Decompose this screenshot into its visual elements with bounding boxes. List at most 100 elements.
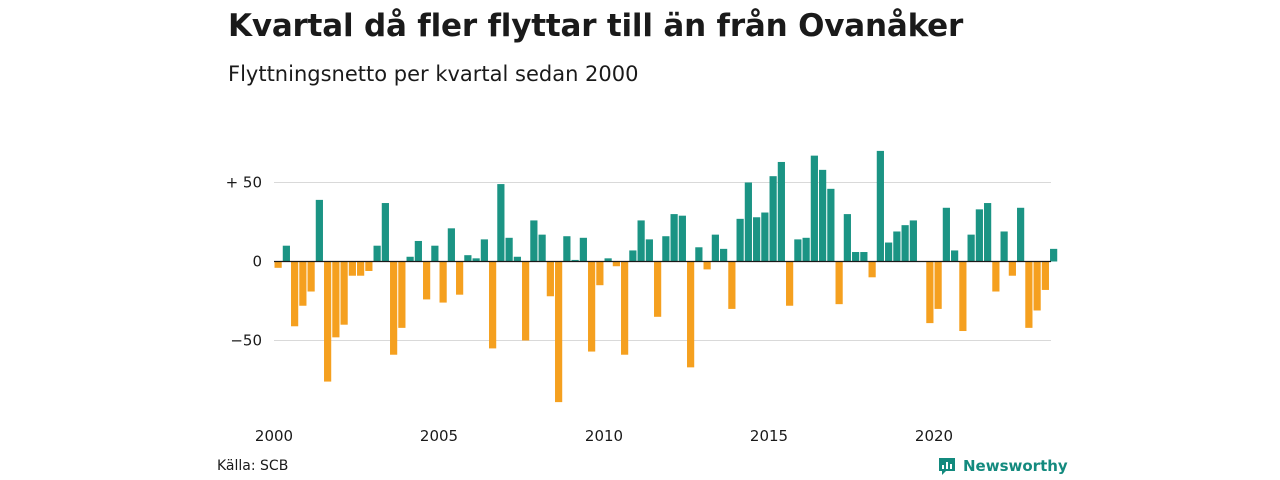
bar xyxy=(472,258,480,262)
bar xyxy=(810,155,818,262)
bar xyxy=(282,245,290,262)
bar xyxy=(1041,261,1049,290)
x-tick-label: 2000 xyxy=(255,427,293,445)
bar xyxy=(439,261,447,303)
bar xyxy=(753,217,761,262)
bar xyxy=(373,245,381,262)
bar xyxy=(728,261,736,309)
x-tick-labels: 2000 2005 2010 2015 2020 xyxy=(255,427,953,445)
bar xyxy=(513,256,521,262)
bar xyxy=(480,239,488,262)
gridlines xyxy=(274,182,1051,341)
bar xyxy=(357,261,365,276)
bar xyxy=(860,252,868,262)
bar xyxy=(827,188,835,262)
bar xyxy=(786,261,794,306)
bar xyxy=(843,214,851,262)
bar xyxy=(975,209,983,262)
bar xyxy=(868,261,876,278)
chart-title: Kvartal då fler flyttar till än från Ova… xyxy=(228,8,964,44)
bar xyxy=(571,259,579,262)
bar xyxy=(464,255,472,262)
bar xyxy=(324,261,332,382)
brand-name: Newsworthy xyxy=(963,457,1068,475)
bar xyxy=(901,225,909,262)
bar xyxy=(852,252,860,262)
bar xyxy=(447,228,455,262)
bar xyxy=(414,240,422,262)
bar xyxy=(703,261,711,270)
bar xyxy=(497,184,505,262)
bar xyxy=(489,261,497,349)
bar-chart: + 50 0 −50 2000 2005 2010 2015 2020 xyxy=(226,150,1058,445)
bar xyxy=(365,261,373,271)
bar xyxy=(431,245,439,262)
bar xyxy=(777,161,785,262)
y-tick-label: + 50 xyxy=(226,174,262,192)
brand-logo: Newsworthy xyxy=(937,456,1068,476)
bar xyxy=(588,261,596,352)
bar xyxy=(340,261,348,325)
bar xyxy=(291,261,299,327)
bar xyxy=(1017,207,1025,262)
bar xyxy=(992,261,1000,292)
bar xyxy=(423,261,431,300)
bar xyxy=(645,239,653,262)
bar xyxy=(538,234,546,262)
bar xyxy=(332,261,340,338)
bar xyxy=(1025,261,1033,328)
x-tick-label: 2020 xyxy=(915,427,953,445)
chart-subtitle: Flyttningsnetto per kvartal sedan 2000 xyxy=(228,62,639,86)
bar xyxy=(711,234,719,262)
bar xyxy=(612,261,620,267)
y-tick-label: −50 xyxy=(230,332,262,350)
bar xyxy=(398,261,406,328)
bar xyxy=(637,220,645,262)
bar xyxy=(926,261,934,324)
bar xyxy=(390,261,398,355)
bar xyxy=(893,231,901,262)
bar xyxy=(934,261,942,309)
bar xyxy=(687,261,695,368)
bar xyxy=(274,261,282,268)
bar xyxy=(885,242,893,262)
bar xyxy=(662,236,670,262)
bar xyxy=(744,182,752,262)
bar xyxy=(942,207,950,262)
bar xyxy=(604,258,612,262)
bar xyxy=(959,261,967,332)
bar xyxy=(835,261,843,305)
bar xyxy=(794,239,802,262)
bar xyxy=(951,250,959,262)
bar xyxy=(736,218,744,262)
y-tick-label: 0 xyxy=(252,253,262,271)
bars xyxy=(274,150,1058,403)
bar xyxy=(315,199,323,262)
y-tick-labels: + 50 0 −50 xyxy=(226,174,262,350)
bar xyxy=(876,150,884,262)
bar xyxy=(695,247,703,262)
x-tick-label: 2005 xyxy=(420,427,458,445)
bar xyxy=(720,248,728,262)
bar xyxy=(802,237,810,262)
bar xyxy=(348,261,356,276)
bar xyxy=(909,220,917,262)
bar xyxy=(307,261,315,292)
bar xyxy=(629,250,637,262)
bar xyxy=(984,203,992,262)
x-tick-label: 2010 xyxy=(585,427,623,445)
bar xyxy=(579,237,587,262)
bar xyxy=(654,261,662,317)
x-tick-label: 2015 xyxy=(750,427,788,445)
bar xyxy=(670,214,678,262)
bar xyxy=(967,234,975,262)
bar xyxy=(761,212,769,262)
bar xyxy=(381,203,389,262)
bar xyxy=(678,215,686,262)
bar xyxy=(299,261,307,306)
bar xyxy=(555,261,563,403)
bar xyxy=(596,261,604,286)
bar xyxy=(621,261,629,355)
bar xyxy=(563,236,571,262)
newsworthy-logo-icon xyxy=(939,458,955,475)
